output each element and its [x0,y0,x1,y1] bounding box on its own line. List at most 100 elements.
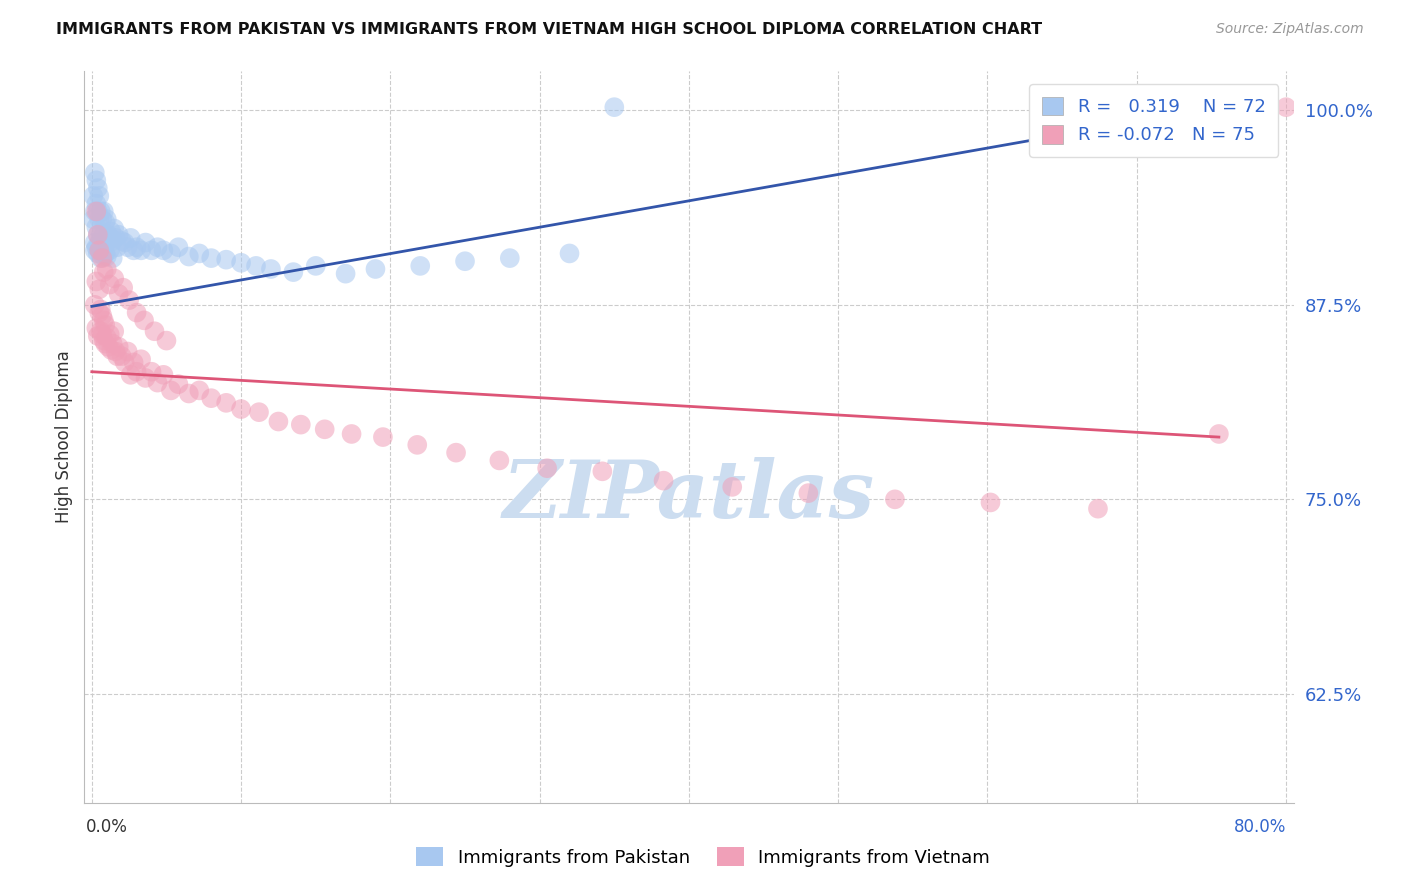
Point [409,259,432,273]
Point [89,305,111,319]
Point [93,334,115,348]
Point [89,189,111,203]
Point [591,464,613,478]
Point [84,196,107,211]
Point [188,246,211,260]
Point [83,204,105,219]
Point [245,259,267,273]
Text: ZIPatlas: ZIPatlas [503,457,875,534]
Point [83,298,105,312]
Point [94,336,117,351]
Point [107,340,129,354]
Point [98,277,121,292]
Point [83,165,105,179]
Point [499,251,522,265]
Point [107,227,129,242]
Point [200,251,222,265]
Point [87,181,110,195]
Point [488,453,510,467]
Point [98,231,121,245]
Point [91,327,114,342]
Point [884,492,907,507]
Legend: Immigrants from Pakistan, Immigrants from Vietnam: Immigrants from Pakistan, Immigrants fro… [409,840,997,874]
Point [114,235,136,250]
Point [96,235,118,250]
Point [603,100,626,114]
Point [229,402,252,417]
Point [100,343,122,357]
Point [125,305,148,319]
Point [229,256,252,270]
Point [155,334,177,348]
Point [558,246,581,260]
Point [100,225,122,239]
Point [87,204,110,219]
Point [91,235,114,250]
Point [89,212,111,227]
Point [101,251,124,265]
Point [454,254,477,268]
Point [96,330,118,344]
Point [143,324,166,338]
Point [84,173,107,187]
Point [94,215,117,229]
Legend: R =   0.319    N = 72, R = -0.072   N = 75: R = 0.319 N = 72, R = -0.072 N = 75 [1029,84,1278,157]
Point [200,391,222,405]
Point [96,212,118,227]
Point [93,227,115,242]
Point [97,340,120,354]
Point [94,235,117,250]
Point [135,235,157,250]
Point [188,384,211,398]
Point [104,344,127,359]
Point [135,371,157,385]
Point [111,349,134,363]
Point [1087,501,1109,516]
Point [98,327,121,342]
Text: 0.0%: 0.0% [86,818,128,837]
Point [101,234,124,248]
Point [141,244,163,258]
Point [90,227,112,242]
Point [90,251,112,265]
Point [90,302,112,317]
Point [96,262,118,277]
Point [118,293,141,307]
Point [89,282,111,296]
Point [84,275,107,289]
Point [177,386,200,401]
Point [83,235,105,250]
Point [91,251,114,265]
Point [979,495,1001,509]
Point [84,204,107,219]
Point [1208,427,1230,442]
Point [117,240,139,254]
Point [132,313,155,327]
Point [125,240,148,254]
Point [89,244,111,258]
Point [105,349,128,363]
Point [96,250,118,264]
Point [141,365,163,379]
Point [122,355,145,369]
Point [90,324,112,338]
Point [84,240,107,254]
Y-axis label: High School Diploma: High School Diploma [55,351,73,524]
Point [340,427,363,442]
Point [129,352,152,367]
Point [314,422,336,436]
Point [283,265,305,279]
Point [167,377,190,392]
Point [177,250,200,264]
Point [146,240,169,254]
Point [83,244,105,258]
Point [797,486,820,500]
Point [103,221,125,235]
Point [94,246,117,260]
Point [652,474,675,488]
Point [335,267,357,281]
Point [84,321,107,335]
Point [152,368,174,382]
Point [267,415,290,429]
Point [125,365,148,379]
